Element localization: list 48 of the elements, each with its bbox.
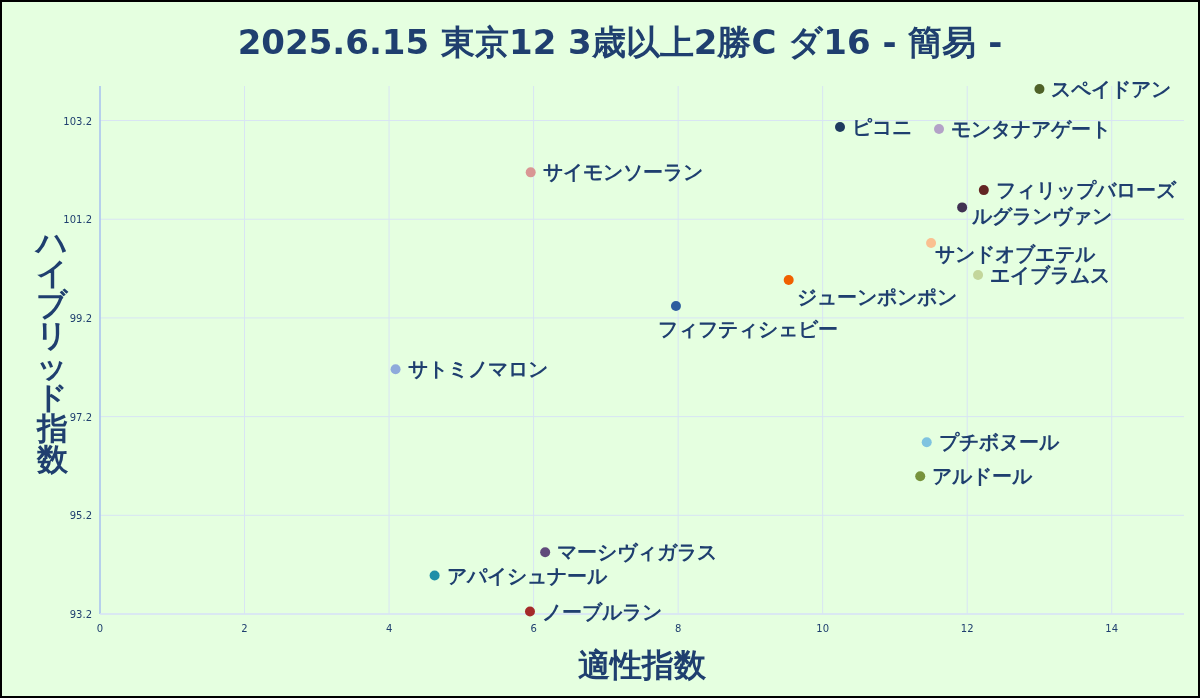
point xyxy=(957,202,968,213)
point xyxy=(926,237,937,248)
point xyxy=(783,274,794,285)
point xyxy=(978,185,989,196)
point xyxy=(973,269,984,280)
x-tick-label: 8 xyxy=(674,623,682,634)
y-axis-title: ハイブリッド指数 xyxy=(34,223,69,477)
series-label: ルグランヴァン xyxy=(971,204,1113,229)
series-label: ピコニ xyxy=(852,114,913,139)
y-tick-label: 97.2 xyxy=(69,411,92,423)
x-tick-label: 6 xyxy=(530,623,537,634)
x-tick-label: 0 xyxy=(96,623,104,634)
point xyxy=(1034,83,1045,94)
series-label: ジューンポンポン xyxy=(796,284,957,309)
y-tick-label: 103.2 xyxy=(63,115,92,127)
chart-title: 2025.6.15 東京12 3歳以上2勝C ダ16 - 簡易 - xyxy=(237,22,1003,62)
x-tick-label: 2 xyxy=(241,623,248,634)
series-label: フィリップバローズ xyxy=(995,178,1177,203)
series-label: サンドオブエテル xyxy=(935,241,1097,266)
point xyxy=(921,437,932,448)
point xyxy=(915,471,926,482)
point xyxy=(835,121,846,132)
series-label: サイモンソーラン xyxy=(542,160,703,185)
x-tick-label: 4 xyxy=(385,623,393,634)
x-axis-title: 適性指数 xyxy=(578,646,707,684)
series-label: ノーブルラン xyxy=(541,599,662,624)
x-tick-label: 10 xyxy=(816,623,830,634)
point xyxy=(934,123,945,134)
y-tick-label: 95.2 xyxy=(69,510,92,522)
point xyxy=(429,570,440,581)
y-tick-label: 93.2 xyxy=(69,609,92,620)
series-label: モンタナアゲート xyxy=(951,116,1112,141)
series-label: スペイドアン xyxy=(1051,76,1172,101)
point xyxy=(540,547,551,558)
series-label: プチボヌール xyxy=(938,430,1060,455)
series-label: アルドール xyxy=(932,464,1034,489)
y-tick-label: 99.2 xyxy=(69,312,92,324)
point xyxy=(390,364,401,375)
x-tick-label: 14 xyxy=(1105,623,1119,634)
series-label: マーシヴィガラス xyxy=(557,540,718,565)
x-tick-label: 12 xyxy=(960,623,974,634)
series-label: フィフティシェビー xyxy=(657,317,838,342)
point xyxy=(524,606,535,617)
series-label: サトミノマロン xyxy=(407,357,548,382)
y-tick-label: 101.2 xyxy=(63,214,92,226)
point xyxy=(525,167,536,178)
point xyxy=(670,301,681,312)
series-label: アパイシュナール xyxy=(446,563,608,588)
